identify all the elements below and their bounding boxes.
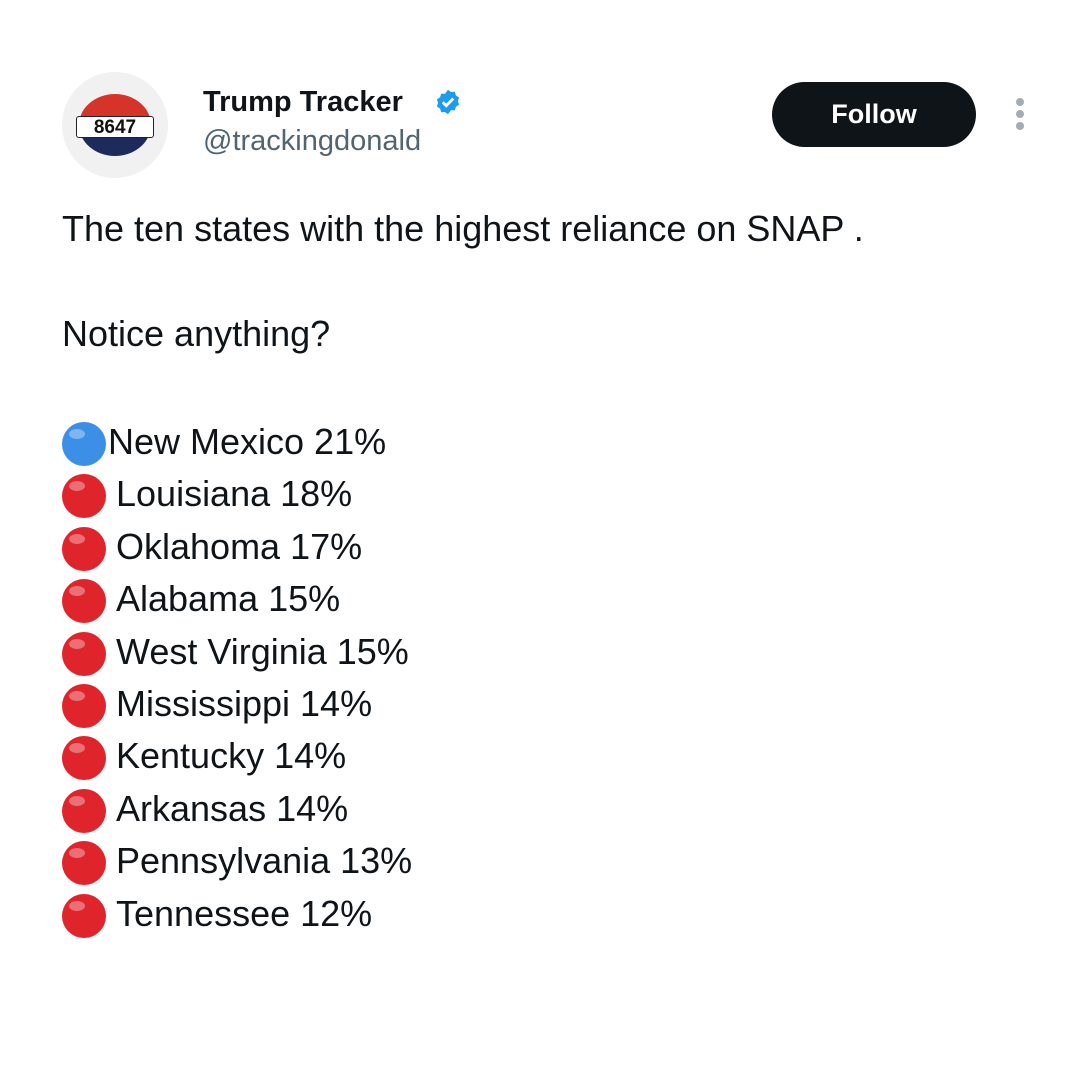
marker-highlight: [69, 795, 85, 806]
marker-circle: [62, 736, 106, 781]
item-text: Pennsylvania 13%: [116, 840, 413, 882]
marker-highlight: [69, 848, 85, 859]
avatar[interactable]: 8647: [62, 72, 168, 178]
tweet-text: The ten states with the highest reliance…: [62, 208, 864, 249]
marker: [62, 893, 106, 938]
item-text: Louisiana 18%: [116, 473, 353, 515]
avatar-text: 8647: [76, 116, 154, 138]
marker: [62, 579, 106, 624]
item-text: New Mexico 21%: [108, 421, 387, 462]
marker-circle: [62, 841, 106, 886]
author-name[interactable]: Trump Tracker: [203, 86, 403, 118]
marker-circle: [62, 422, 106, 466]
marker-circle: [62, 526, 106, 571]
item-text: Mississippi 14%: [116, 682, 373, 724]
marker: [62, 631, 106, 676]
more-menu[interactable]: [1012, 96, 1028, 136]
item-text: Tennessee 12%: [116, 892, 373, 934]
item-text: Alabama 15%: [116, 578, 341, 620]
marker-highlight: [69, 429, 85, 439]
marker-highlight: [69, 533, 85, 544]
marker-circle: [62, 788, 106, 833]
marker-circle: [62, 683, 106, 728]
marker-circle: [62, 893, 106, 938]
verified-badge: [436, 89, 460, 115]
marker-highlight: [69, 900, 85, 911]
marker-highlight: [69, 481, 85, 492]
item-text: Kentucky 14%: [116, 735, 347, 777]
marker-circle: [62, 631, 106, 676]
item-text: Oklahoma 17%: [116, 525, 363, 567]
item-text: West Virginia 15%: [116, 630, 409, 672]
item-text: Arkansas 14%: [116, 787, 349, 829]
author-handle[interactable]: @trackingdonald: [203, 125, 422, 157]
marker-circle: [62, 474, 106, 519]
marker-highlight: [69, 743, 85, 754]
marker-circle: [62, 579, 106, 624]
marker: [62, 736, 106, 781]
follow-button[interactable]: Follow: [772, 82, 976, 147]
marker-highlight: [69, 690, 85, 701]
marker: [62, 474, 106, 519]
marker: [62, 841, 106, 886]
marker: [62, 683, 106, 728]
marker-highlight: [69, 586, 85, 597]
marker: [62, 422, 106, 466]
tweet-text: Notice anything?: [62, 313, 331, 354]
marker-highlight: [69, 638, 85, 649]
marker: [62, 788, 106, 833]
marker: [62, 526, 106, 571]
